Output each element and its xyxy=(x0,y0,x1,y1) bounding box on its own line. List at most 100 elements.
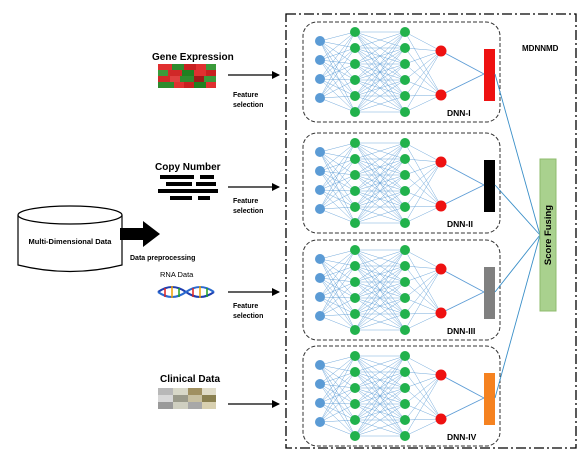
network-edge xyxy=(319,174,356,191)
dnn-panel-4: DNN-IV xyxy=(302,345,501,447)
network-edge xyxy=(319,189,356,192)
network-edge xyxy=(319,383,356,421)
hidden-node xyxy=(400,399,410,409)
network-edge xyxy=(319,315,356,331)
hidden-node xyxy=(350,27,360,37)
dnn-panel-border xyxy=(302,21,501,123)
hidden-node xyxy=(350,107,360,117)
output-edge xyxy=(440,397,485,420)
network-edge xyxy=(319,403,356,423)
hidden-node xyxy=(400,43,410,53)
network-edge xyxy=(319,364,356,437)
network-edge xyxy=(319,40,356,49)
hidden-node xyxy=(400,415,410,425)
network-edge xyxy=(319,158,356,172)
hidden-node xyxy=(350,218,360,228)
output-edge xyxy=(440,161,485,186)
network-edge xyxy=(319,151,356,224)
hidden-node xyxy=(350,170,360,180)
network-edge xyxy=(404,374,442,421)
network-edge xyxy=(404,205,442,224)
hidden-node xyxy=(350,138,360,148)
input-node xyxy=(315,360,325,370)
network-edge xyxy=(319,142,356,153)
network-edge xyxy=(404,94,442,97)
network-edge xyxy=(319,371,356,404)
network-edge xyxy=(319,151,356,192)
network-edge xyxy=(404,158,442,163)
hidden-node xyxy=(350,186,360,196)
network-edge xyxy=(404,249,442,270)
network-edge xyxy=(319,249,356,298)
network-edge xyxy=(404,387,442,420)
network-edge xyxy=(319,364,356,373)
network-edge xyxy=(354,190,406,224)
input-node xyxy=(315,74,325,84)
network-edge xyxy=(319,97,356,113)
dnn-panel-border xyxy=(302,132,501,234)
input-node xyxy=(315,166,325,176)
network-edge xyxy=(319,189,356,224)
network-edge xyxy=(319,59,356,81)
copy-number-icon xyxy=(158,175,218,200)
network-edge xyxy=(319,40,356,81)
input-node xyxy=(315,417,325,427)
network-edge xyxy=(319,277,356,315)
network-edge xyxy=(404,268,442,331)
output-edge xyxy=(440,73,485,96)
network-edge xyxy=(319,95,356,99)
network-edge xyxy=(354,79,406,113)
source-label: Multi-Dimensional Data xyxy=(29,237,113,246)
network-edge xyxy=(319,387,356,423)
network-edge xyxy=(404,312,442,315)
network-edge xyxy=(319,47,356,99)
input-node xyxy=(315,292,325,302)
network-edge xyxy=(319,383,356,405)
network-edge xyxy=(404,371,442,420)
network-edge xyxy=(354,31,406,65)
network-edge xyxy=(319,78,356,97)
network-edge xyxy=(404,50,442,113)
network-edge xyxy=(319,371,356,423)
input-node xyxy=(315,204,325,214)
clinical-data-label: Clinical Data xyxy=(160,374,220,385)
hidden-node xyxy=(350,277,360,287)
hidden-node xyxy=(350,325,360,335)
hidden-node xyxy=(350,43,360,53)
network-edge xyxy=(404,79,442,96)
hidden-node xyxy=(350,309,360,319)
network-edge xyxy=(319,277,356,331)
framework-border xyxy=(285,13,577,449)
output-edge xyxy=(440,50,485,75)
network-edge xyxy=(319,151,356,160)
network-edge xyxy=(319,313,356,317)
output-node xyxy=(435,89,447,101)
hidden-node xyxy=(400,309,410,319)
network-edge xyxy=(319,170,356,176)
network-edge xyxy=(404,31,442,52)
output-node xyxy=(435,307,447,319)
hidden-node xyxy=(350,383,360,393)
output-edge xyxy=(440,374,485,399)
network-edge xyxy=(319,387,356,404)
network-edge xyxy=(404,355,442,420)
hidden-node xyxy=(400,186,410,196)
output-score-bar xyxy=(484,49,495,101)
hidden-node xyxy=(350,202,360,212)
input-node xyxy=(315,36,325,46)
network-edge xyxy=(404,355,442,376)
hidden-node xyxy=(400,431,410,441)
hidden-node xyxy=(400,277,410,287)
hidden-node xyxy=(350,75,360,85)
hidden-node xyxy=(350,91,360,101)
output-node xyxy=(435,156,447,168)
dnn-panel-border xyxy=(302,239,501,341)
network-edge xyxy=(354,206,406,224)
input-node xyxy=(315,273,325,283)
hidden-node xyxy=(400,367,410,377)
network-edge xyxy=(319,249,356,279)
output-edge xyxy=(440,268,485,293)
dnn-panel-1: DNN-I xyxy=(302,21,501,123)
network-edge xyxy=(354,355,406,405)
network-edge xyxy=(319,59,356,97)
